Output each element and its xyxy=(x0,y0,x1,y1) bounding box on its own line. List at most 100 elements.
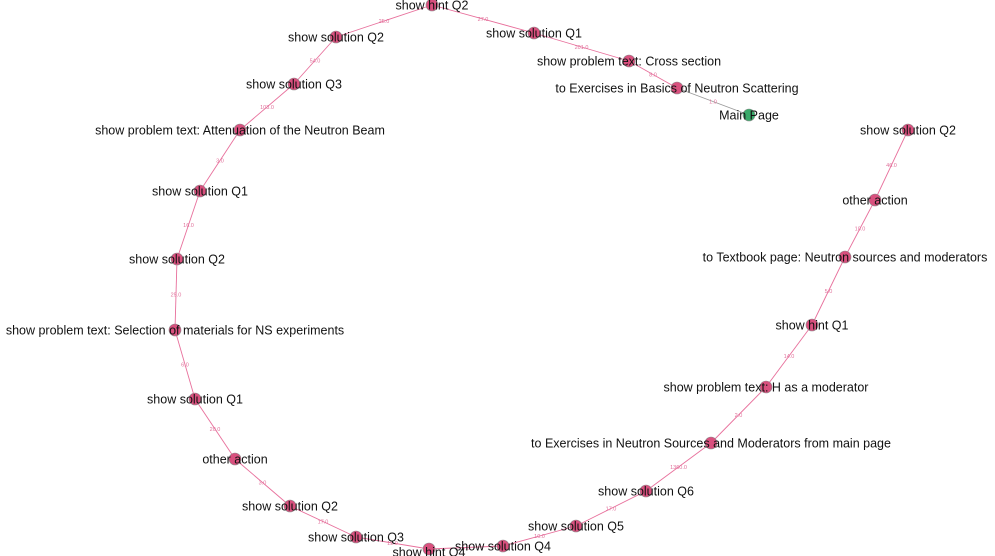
graph-node[interactable] xyxy=(188,392,202,406)
edge-n3-n4 xyxy=(533,32,630,62)
node-label: show problem text: H as a moderator xyxy=(664,381,869,395)
edge-n4-n5 xyxy=(431,4,535,34)
edge-labels-layer: 1.0 8.0 201.0 27.0 25.0 54.0 103.0 3.0 16.0 25.0 6… xyxy=(171,17,897,552)
edge-n14-n15 xyxy=(289,505,357,538)
edge-weight-label: 14.0 xyxy=(784,354,795,360)
edge-n24-n25 xyxy=(874,129,909,201)
edge-n15-n16 xyxy=(355,536,430,550)
graph-node[interactable] xyxy=(838,250,852,264)
graph-node[interactable] xyxy=(496,539,510,553)
edge-weight-label: 27.0 xyxy=(478,17,489,23)
node-labels-layer: Main Page to Exercises in Basics of Neutr… xyxy=(6,0,988,556)
edges-layer xyxy=(174,4,909,550)
graph-node[interactable] xyxy=(670,81,684,95)
edge-weight-label: 16.0 xyxy=(183,223,194,229)
edge-n2-n3 xyxy=(628,60,678,89)
graph-node[interactable] xyxy=(349,530,363,544)
edge-weight-label: 3.0 xyxy=(216,159,224,165)
node-label: other action xyxy=(842,194,907,208)
node-label: show solution Q2 xyxy=(288,31,384,45)
graph-node[interactable] xyxy=(704,436,718,450)
edge-weight-label: 5.0 xyxy=(825,289,833,295)
graph-node[interactable] xyxy=(422,542,436,556)
node-label: show solution Q3 xyxy=(246,78,342,92)
node-label: show solution Q2 xyxy=(860,124,956,138)
edge-weight-label: 17.0 xyxy=(318,520,329,526)
graph-node[interactable] xyxy=(868,193,882,207)
nodes-layer xyxy=(168,0,915,556)
graph-node[interactable] xyxy=(170,252,184,266)
edge-weight-label: 103.0 xyxy=(260,105,274,111)
node-label: show solution Q1 xyxy=(152,185,248,199)
edge-weight-label: 10.0 xyxy=(855,227,866,233)
node-label: show solution Q4 xyxy=(455,540,551,554)
edge-n19-n20 xyxy=(645,442,712,492)
node-label: show hint Q2 xyxy=(396,0,469,13)
edge-weight-label: 54.0 xyxy=(310,59,321,65)
edge-n20-n21 xyxy=(710,386,767,444)
graph-node[interactable] xyxy=(569,519,583,533)
edge-n10-n11 xyxy=(174,258,178,331)
graph-node[interactable] xyxy=(233,123,247,137)
graph-node[interactable] xyxy=(805,318,819,332)
edge-weight-label: 20.0 xyxy=(210,427,221,433)
edge-weight-label: 17.0 xyxy=(606,507,617,513)
node-label: to Exercises in Basics of Neutron Scatte… xyxy=(555,82,798,96)
graph-node[interactable] xyxy=(193,184,207,198)
graph-node[interactable] xyxy=(287,77,301,91)
graph-node[interactable] xyxy=(329,30,343,44)
node-label: show solution Q3 xyxy=(308,531,404,545)
edge-n22-n23 xyxy=(811,256,846,326)
node-label: show problem text: Attenuation of the Ne… xyxy=(95,124,385,138)
edge-weight-label: 12.0 xyxy=(387,541,398,547)
edge-n17-n18 xyxy=(502,525,577,547)
edge-n12-n13 xyxy=(194,398,236,460)
edge-n7-n8 xyxy=(239,83,295,131)
node-label: show solution Q2 xyxy=(129,253,225,267)
edge-weight-label: 1.0 xyxy=(709,100,717,106)
edge-weight-label: 25.0 xyxy=(379,19,390,25)
edge-weight-label: 1360.0 xyxy=(670,465,687,471)
node-label: show hint Q4 xyxy=(393,546,466,556)
edge-n11-n12 xyxy=(174,329,196,400)
edge-n9-n10 xyxy=(176,190,201,260)
edge-weight-label: 5.0 xyxy=(462,546,470,552)
graph-node[interactable] xyxy=(527,26,541,40)
edge-weight-label: 2.0 xyxy=(735,413,743,419)
edge-n18-n19 xyxy=(575,490,647,527)
edge-n21-n22 xyxy=(765,324,813,388)
edge-weight-label: 25.0 xyxy=(171,293,182,299)
edge-weight-label: 3.0 xyxy=(259,481,267,487)
edge-n5-n6 xyxy=(335,4,433,38)
graph-node[interactable] xyxy=(639,484,653,498)
edge-n13-n14 xyxy=(234,458,291,507)
graph-node[interactable] xyxy=(622,54,636,68)
graph-node[interactable] xyxy=(425,0,439,12)
graph-node[interactable] xyxy=(168,323,182,337)
node-label: show solution Q6 xyxy=(598,485,694,499)
node-label: show solution Q1 xyxy=(147,393,243,407)
node-label: show hint Q1 xyxy=(776,319,849,333)
edge-weight-label: 10.0 xyxy=(534,534,545,540)
start-node[interactable] xyxy=(742,108,756,122)
node-label: to Exercises in Neutron Sources and Mode… xyxy=(531,437,891,451)
edge-n8-n9 xyxy=(199,129,241,192)
graph-node[interactable] xyxy=(901,123,915,137)
edge-weight-label: 8.0 xyxy=(649,73,657,79)
edge-n6-n7 xyxy=(293,36,337,85)
node-label: to Textbook page: Neutron sources and mo… xyxy=(703,251,988,265)
node-label: show solution Q5 xyxy=(528,520,624,534)
node-label: show problem text: Selection of material… xyxy=(6,324,344,338)
graph-node[interactable] xyxy=(283,499,297,513)
node-label: show solution Q2 xyxy=(242,500,338,514)
edge-n16-n17 xyxy=(428,545,504,550)
edge-n1-n2 xyxy=(676,87,750,116)
edge-weight-label: 46.0 xyxy=(886,163,897,169)
node-label: Main Page xyxy=(719,109,779,123)
graph-node[interactable] xyxy=(228,452,242,466)
node-label: other action xyxy=(202,453,267,467)
graph-node[interactable] xyxy=(759,380,773,394)
node-label: show solution Q1 xyxy=(486,27,582,41)
